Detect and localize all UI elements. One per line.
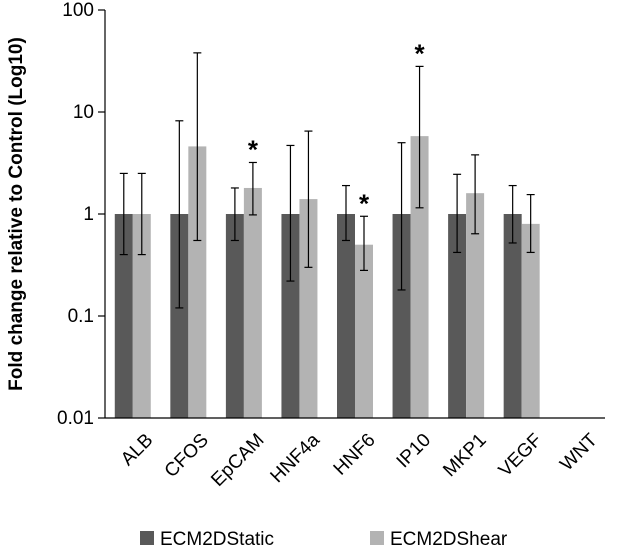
significance-star: * bbox=[414, 38, 425, 68]
legend-label: ECM2DStatic bbox=[160, 529, 274, 550]
bars bbox=[114, 136, 540, 419]
bar-ECM2DShear bbox=[188, 146, 207, 419]
bar-ECM2DShear bbox=[299, 199, 318, 418]
bar-ECM2DStatic bbox=[225, 214, 244, 418]
significance-markers: * * * bbox=[248, 38, 426, 218]
bar-ECM2DStatic bbox=[114, 214, 133, 418]
y-tick-label: 10 bbox=[73, 102, 94, 123]
bar-ECM2DShear bbox=[132, 214, 151, 418]
bar-ECM2DStatic bbox=[392, 214, 411, 418]
x-tick-label: HNF6 bbox=[330, 430, 380, 480]
bar-ECM2DStatic bbox=[503, 214, 522, 418]
bar-ECM2DShear bbox=[243, 187, 262, 418]
x-tick-label: ALB bbox=[117, 430, 157, 470]
x-tick-label: VEGF bbox=[495, 430, 546, 481]
bar-ECM2DShear bbox=[521, 223, 540, 418]
bar-ECM2DShear bbox=[355, 244, 373, 418]
bar-ECM2DStatic bbox=[170, 214, 189, 418]
x-tick-label: MKP1 bbox=[439, 430, 490, 481]
bar-ECM2DStatic bbox=[281, 214, 300, 418]
bar-ECM2DStatic bbox=[448, 214, 467, 418]
x-tick-label: CFOS bbox=[161, 430, 213, 482]
y-axis: 0.01 0.1 1 10 100 bbox=[57, 0, 106, 429]
y-tick-label: 0.1 bbox=[68, 306, 94, 327]
legend-swatch-ECM2DStatic bbox=[140, 531, 154, 545]
y-axis-title: Fold change relative to Control (Log10) bbox=[6, 37, 27, 391]
bar-ECM2DStatic bbox=[337, 214, 355, 418]
significance-star: * bbox=[359, 188, 370, 218]
y-tick-label: 0.01 bbox=[57, 408, 94, 429]
x-tick-label: HNF4a bbox=[267, 429, 325, 487]
x-tick-label: WNT bbox=[556, 429, 602, 475]
x-tick-label: IP10 bbox=[393, 430, 435, 472]
bar-ECM2DShear bbox=[410, 136, 429, 418]
error-bars bbox=[119, 52, 535, 309]
bar-ECM2DShear bbox=[466, 193, 485, 418]
y-tick-label: 1 bbox=[83, 204, 94, 225]
legend: ECM2DStatic ECM2DShear bbox=[140, 529, 508, 550]
x-tick-label: EpCAM bbox=[207, 430, 268, 491]
legend-label: ECM2DShear bbox=[390, 529, 508, 550]
legend-swatch-ECM2DShear bbox=[370, 531, 384, 545]
significance-star: * bbox=[248, 134, 259, 164]
y-tick-label: 100 bbox=[62, 0, 94, 21]
